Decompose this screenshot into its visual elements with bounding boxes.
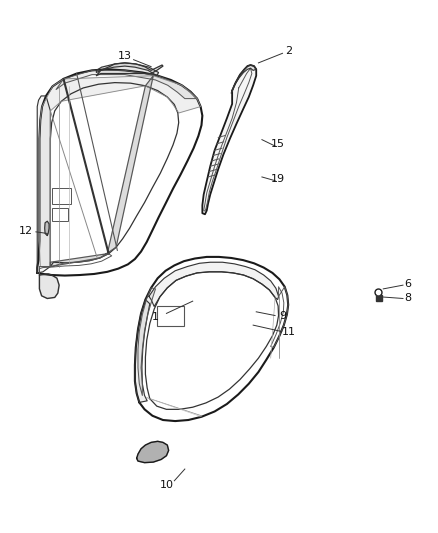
Bar — [157, 306, 184, 326]
Text: 19: 19 — [271, 174, 285, 183]
Text: 2: 2 — [286, 46, 293, 55]
Polygon shape — [96, 63, 159, 76]
Polygon shape — [135, 300, 150, 402]
Polygon shape — [96, 63, 163, 76]
Polygon shape — [39, 274, 59, 298]
Polygon shape — [231, 65, 256, 93]
Polygon shape — [45, 221, 49, 236]
Text: 1: 1 — [152, 312, 159, 322]
Bar — [52, 208, 68, 221]
Text: 10: 10 — [159, 480, 173, 490]
Polygon shape — [149, 262, 279, 306]
Polygon shape — [137, 441, 169, 463]
Text: 9: 9 — [279, 311, 286, 320]
Text: 6: 6 — [404, 279, 411, 288]
Polygon shape — [138, 288, 155, 395]
Text: 13: 13 — [118, 51, 132, 61]
Polygon shape — [56, 70, 197, 99]
Polygon shape — [37, 96, 50, 273]
Polygon shape — [202, 65, 256, 214]
Bar — [52, 188, 71, 204]
Text: 8: 8 — [404, 294, 411, 303]
Text: 11: 11 — [282, 327, 296, 336]
Text: 15: 15 — [271, 139, 285, 149]
Text: 12: 12 — [18, 226, 32, 236]
Polygon shape — [50, 76, 153, 266]
Polygon shape — [39, 76, 201, 266]
